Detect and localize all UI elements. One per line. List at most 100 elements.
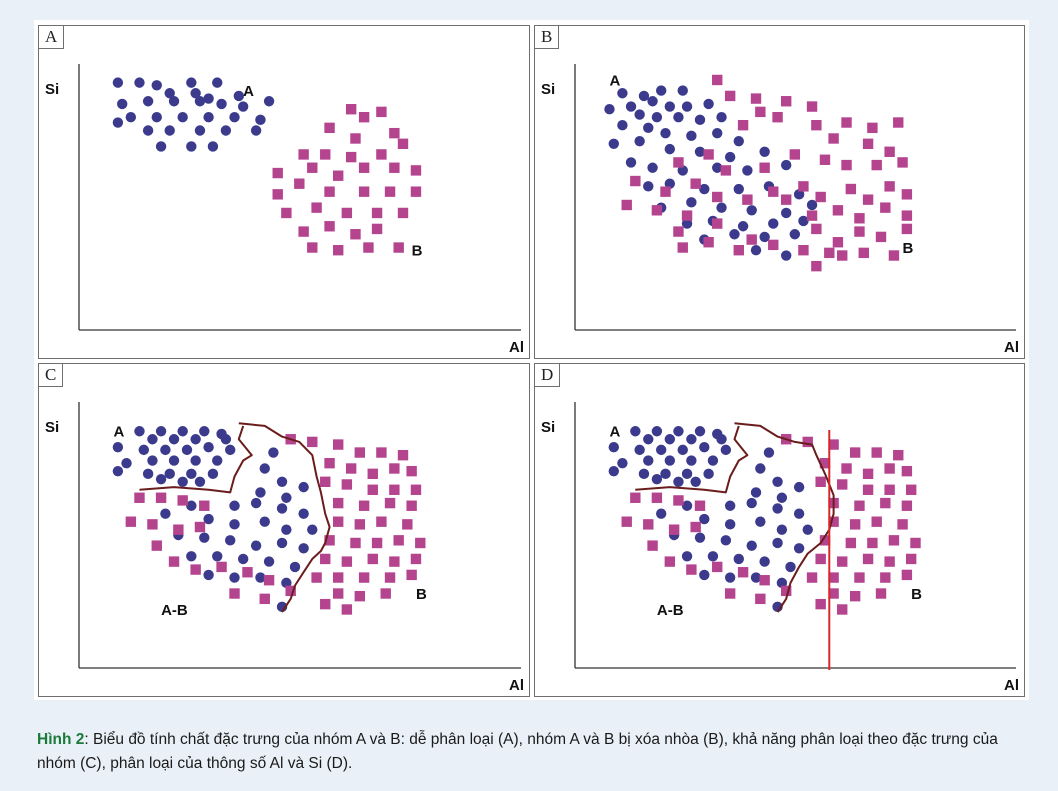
point-square xyxy=(819,535,831,546)
point-square xyxy=(880,202,891,213)
point-square xyxy=(824,247,835,259)
point-circle xyxy=(643,434,654,445)
point-square xyxy=(216,561,227,573)
point-circle xyxy=(793,189,805,200)
point-circle xyxy=(194,125,206,136)
point-circle xyxy=(677,165,688,176)
point-circle xyxy=(186,141,197,152)
point-circle xyxy=(186,77,197,88)
point-square xyxy=(320,553,331,565)
point-circle xyxy=(724,500,736,511)
point-square xyxy=(862,194,874,205)
point-square xyxy=(406,500,417,511)
point-circle xyxy=(681,500,693,511)
point-square xyxy=(677,242,688,253)
point-square xyxy=(733,245,744,256)
point-circle xyxy=(298,543,309,554)
point-square xyxy=(884,146,895,157)
point-circle xyxy=(164,468,175,480)
point-square xyxy=(888,535,900,546)
point-circle xyxy=(160,444,171,456)
point-square xyxy=(828,572,839,583)
point-circle xyxy=(681,218,693,229)
point-circle xyxy=(147,455,158,466)
point-circle xyxy=(112,117,124,128)
point-circle xyxy=(630,426,641,437)
point-square xyxy=(828,588,839,599)
point-square xyxy=(410,186,422,197)
point-square xyxy=(828,439,839,450)
point-square xyxy=(333,497,344,509)
point-circle xyxy=(673,112,684,123)
point-circle xyxy=(281,577,292,589)
point-square xyxy=(320,598,331,610)
point-square xyxy=(410,484,422,495)
point-square xyxy=(345,463,357,474)
point-circle xyxy=(750,572,762,583)
point-square xyxy=(281,207,292,219)
series-b xyxy=(125,434,426,615)
point-square xyxy=(333,439,344,450)
point-square xyxy=(867,122,878,134)
point-square xyxy=(350,537,361,549)
point-circle xyxy=(121,457,132,469)
point-square xyxy=(371,537,383,549)
point-circle xyxy=(720,535,732,546)
point-square xyxy=(367,468,378,480)
series-a xyxy=(112,77,275,152)
point-square xyxy=(402,519,413,530)
point-square xyxy=(905,553,917,565)
point-square xyxy=(272,189,283,200)
point-circle xyxy=(746,497,757,509)
point-square xyxy=(694,500,706,511)
point-circle xyxy=(164,88,175,99)
point-square xyxy=(341,556,353,567)
point-square xyxy=(259,593,270,605)
point-circle xyxy=(694,426,706,437)
point-circle xyxy=(233,90,245,102)
point-square xyxy=(780,585,792,597)
group-label: B xyxy=(412,243,423,260)
point-circle xyxy=(798,215,809,227)
point-square xyxy=(324,535,335,546)
point-square xyxy=(668,524,680,535)
scatter-plot-d: Si Al A A-B B xyxy=(541,402,1019,694)
point-square xyxy=(854,226,865,237)
point-square xyxy=(862,484,874,495)
x-axis-label: Al xyxy=(1004,677,1019,694)
point-square xyxy=(871,516,882,527)
point-circle xyxy=(207,141,219,152)
point-square xyxy=(358,572,370,583)
point-circle xyxy=(199,532,210,543)
point-circle xyxy=(686,434,697,445)
group-label: B xyxy=(903,240,914,257)
point-circle xyxy=(716,202,727,213)
point-square xyxy=(901,210,913,221)
point-circle xyxy=(750,487,762,498)
point-square xyxy=(376,106,387,118)
boundary-curve xyxy=(238,422,331,613)
group-label: A xyxy=(609,72,620,89)
point-circle xyxy=(263,556,275,567)
point-square xyxy=(630,492,641,503)
point-circle xyxy=(225,444,236,456)
point-circle xyxy=(168,96,180,107)
point-square xyxy=(345,104,357,115)
y-axis-label: Si xyxy=(541,419,555,436)
point-square xyxy=(772,112,783,123)
point-square xyxy=(841,159,852,171)
point-square xyxy=(298,226,309,237)
point-square xyxy=(815,191,826,203)
point-square xyxy=(125,516,137,527)
point-square xyxy=(737,567,749,578)
point-square xyxy=(673,495,684,506)
point-circle xyxy=(276,503,288,514)
point-circle xyxy=(746,205,757,216)
point-square xyxy=(177,495,188,506)
point-circle xyxy=(186,551,197,562)
figure: Si Al A B A Si Al A B B Si Al A A-B B C Si Al A A-B B … xyxy=(34,20,1029,700)
point-square xyxy=(307,162,318,173)
point-square xyxy=(806,101,818,112)
x-axis-label: Al xyxy=(509,339,524,356)
point-square xyxy=(819,154,831,165)
